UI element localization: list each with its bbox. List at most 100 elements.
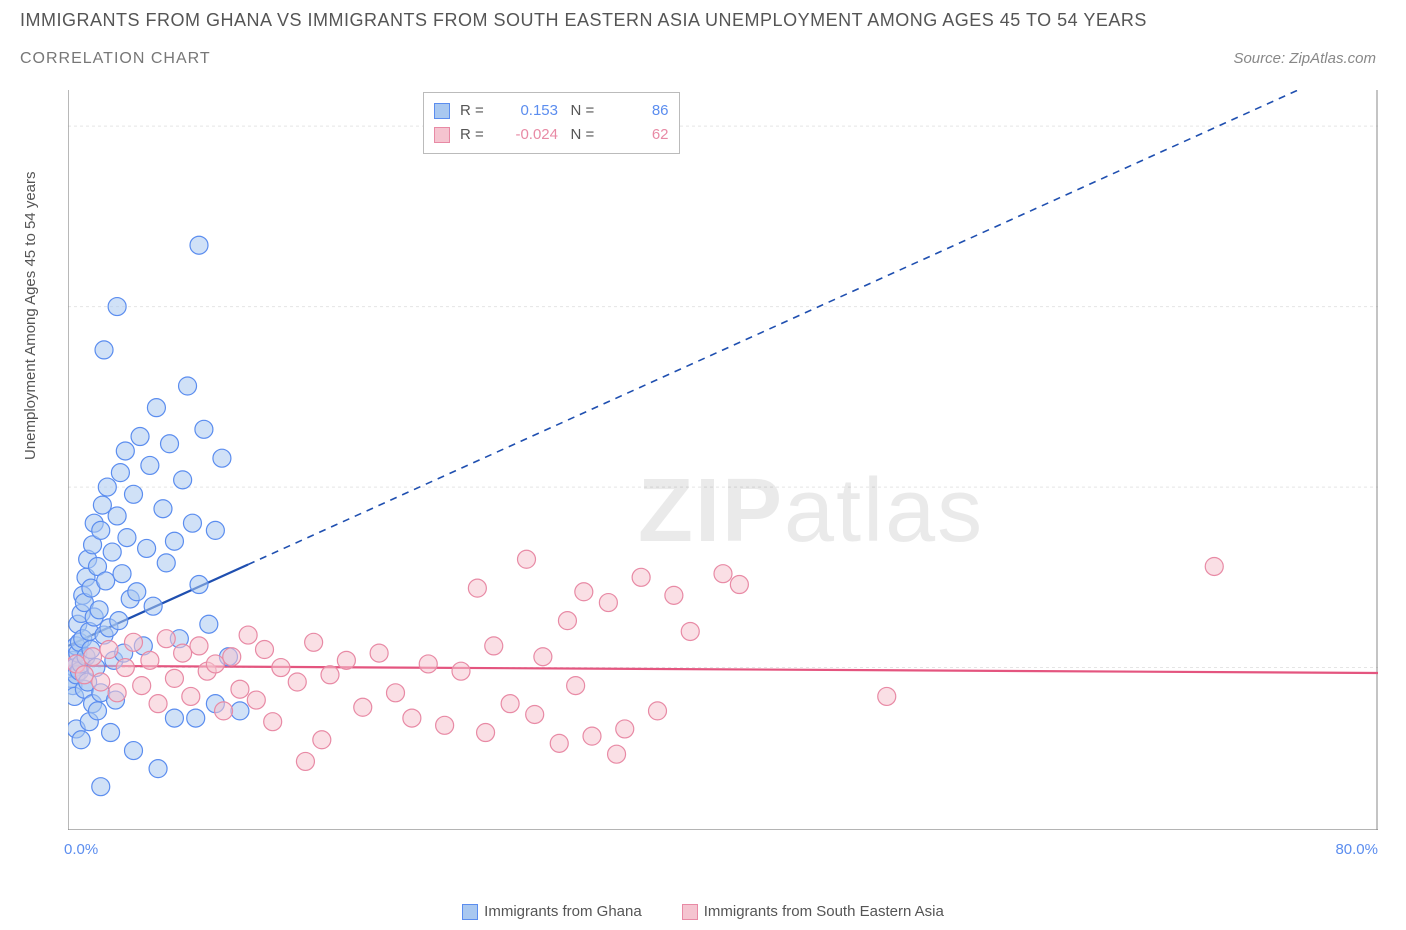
legend-label: Immigrants from Ghana (484, 903, 642, 920)
data-point (100, 641, 118, 659)
data-point (200, 615, 218, 633)
data-point (138, 539, 156, 557)
data-point (116, 659, 134, 677)
legend-label: Immigrants from South Eastern Asia (704, 903, 944, 920)
data-point (149, 760, 167, 778)
data-point (88, 702, 106, 720)
data-point (206, 655, 224, 673)
series-swatch (434, 103, 450, 119)
data-point (125, 742, 143, 760)
data-point (116, 442, 134, 460)
data-point (90, 601, 108, 619)
data-point (213, 449, 231, 467)
data-point (195, 420, 213, 438)
data-point (141, 456, 159, 474)
data-point (231, 702, 249, 720)
data-point (608, 745, 626, 763)
data-point (387, 684, 405, 702)
data-point (550, 734, 568, 752)
stat-value-n: 62 (605, 123, 669, 147)
data-point (665, 586, 683, 604)
data-point (526, 705, 544, 723)
data-point (113, 565, 131, 583)
data-point (190, 576, 208, 594)
data-point (108, 298, 126, 316)
data-point (337, 651, 355, 669)
data-point (272, 659, 290, 677)
series-swatch (434, 127, 450, 143)
data-point (125, 485, 143, 503)
data-point (125, 633, 143, 651)
data-point (321, 666, 339, 684)
data-point (149, 695, 167, 713)
legend-item: Immigrants from South Eastern Asia (682, 903, 944, 920)
data-point (147, 399, 165, 417)
data-point (92, 673, 110, 691)
data-point (477, 724, 495, 742)
data-point (190, 637, 208, 655)
data-point (354, 698, 372, 716)
data-point (103, 543, 121, 561)
data-point (206, 521, 224, 539)
data-point (247, 691, 265, 709)
data-point (141, 651, 159, 669)
data-point (111, 464, 129, 482)
data-point (165, 669, 183, 687)
data-point (370, 644, 388, 662)
data-point (174, 471, 192, 489)
data-point (730, 576, 748, 594)
stat-value-n: 86 (605, 99, 669, 123)
data-point (296, 752, 314, 770)
data-point (183, 514, 201, 532)
data-point (534, 648, 552, 666)
data-point (118, 529, 136, 547)
data-point (187, 709, 205, 727)
data-point (256, 641, 274, 659)
legend-swatch (682, 904, 698, 920)
data-point (485, 637, 503, 655)
data-point (215, 702, 233, 720)
data-point (110, 612, 128, 630)
data-point (72, 731, 90, 749)
stat-label-n: N = (571, 123, 605, 147)
data-point (95, 341, 113, 359)
data-point (403, 709, 421, 727)
data-point (154, 500, 172, 518)
data-point (190, 236, 208, 254)
data-point (108, 507, 126, 525)
stat-label-r: R = (460, 99, 494, 123)
data-point (264, 713, 282, 731)
data-point (616, 720, 634, 738)
data-point (501, 695, 519, 713)
data-point (599, 594, 617, 612)
data-point (157, 554, 175, 572)
data-point (558, 612, 576, 630)
data-point (305, 633, 323, 651)
data-point (108, 684, 126, 702)
data-point (223, 648, 241, 666)
data-point (419, 655, 437, 673)
stats-row: R =-0.024 N =62 (434, 123, 669, 147)
legend-swatch (462, 904, 478, 920)
data-point (239, 626, 257, 644)
data-point (1205, 557, 1223, 575)
data-point (468, 579, 486, 597)
data-point (102, 724, 120, 742)
legend-item: Immigrants from Ghana (462, 903, 642, 920)
legend: Immigrants from Ghana Immigrants from Sou… (0, 903, 1406, 920)
data-point (174, 644, 192, 662)
data-point (92, 521, 110, 539)
y-axis-label: Unemployment Among Ages 45 to 54 years (22, 171, 39, 460)
data-point (714, 565, 732, 583)
data-point (131, 428, 149, 446)
data-point (583, 727, 601, 745)
stat-label-r: R = (460, 123, 494, 147)
data-point (165, 532, 183, 550)
data-point (179, 377, 197, 395)
scatter-plot: ZIPatlas R =0.153 N =86R =-0.024 N =62 0… (68, 90, 1378, 830)
data-point (97, 572, 115, 590)
data-point (165, 709, 183, 727)
x-axis-max-label: 80.0% (1335, 841, 1378, 858)
correlation-stats-box: R =0.153 N =86R =-0.024 N =62 (423, 92, 680, 154)
data-point (878, 687, 896, 705)
